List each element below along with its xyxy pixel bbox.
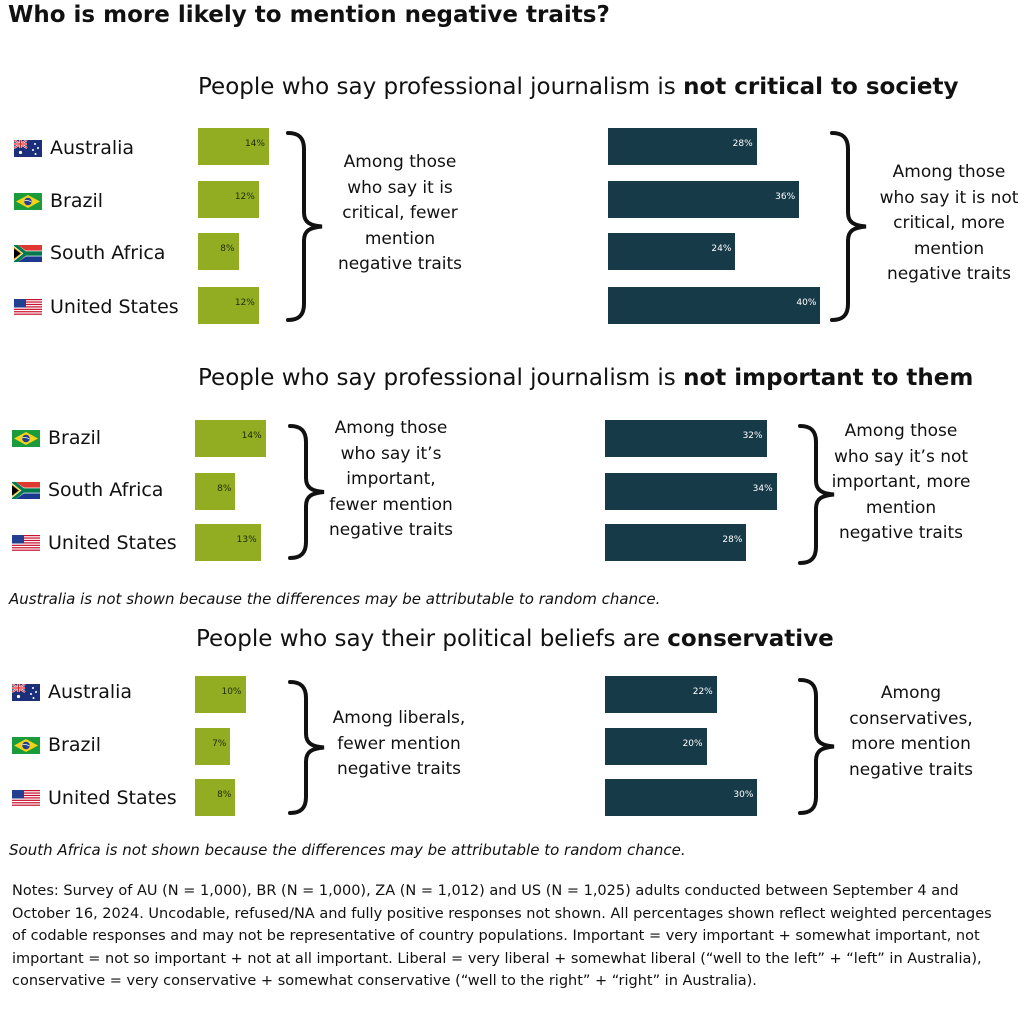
- annotation-fewer: Among liberals, fewer mention negative t…: [332, 708, 466, 779]
- section-title-text: People who say professional journalism i…: [198, 365, 684, 391]
- bar-value-label: 8%: [220, 244, 235, 254]
- bar-value-label: 24%: [711, 244, 732, 254]
- bar-green: 8%: [195, 779, 236, 816]
- bar-value-label: 10%: [221, 687, 242, 697]
- bar-green: 7%: [195, 728, 231, 765]
- bar-value-label: 14%: [244, 139, 265, 149]
- bar-dark: 28%: [608, 128, 757, 165]
- united-states-flag-icon: [14, 299, 42, 316]
- brazil-flag-icon: [12, 430, 40, 447]
- bar-green: 10%: [195, 676, 246, 713]
- country-label: United States: [14, 296, 179, 318]
- brazil-flag-icon: [12, 737, 40, 754]
- bar-value-label: 20%: [682, 739, 703, 749]
- section-footnote: Australia is not shown because the diffe…: [9, 590, 661, 608]
- bar-dark: 36%: [608, 181, 800, 218]
- bar-dark: 20%: [605, 728, 707, 765]
- brace-left-3: [288, 680, 325, 815]
- section-title-bold: not important to them: [683, 365, 974, 391]
- country-label: Brazil: [12, 427, 101, 449]
- brace-right-1: [830, 131, 867, 322]
- country-name: South Africa: [50, 242, 166, 264]
- bar-value-label: 32%: [742, 431, 763, 441]
- bar-value-label: 14%: [241, 431, 262, 441]
- bar-value-label: 12%: [234, 192, 255, 202]
- bar-value-label: 28%: [732, 139, 753, 149]
- brace-right-3: [798, 678, 835, 815]
- country-label: United States: [12, 532, 177, 554]
- section-title-text: People who say professional journalism i…: [198, 74, 684, 100]
- annotation-fewer: Among those who say it is critical, fewe…: [337, 152, 463, 274]
- bar-dark: 32%: [605, 420, 767, 457]
- country-label: South Africa: [12, 479, 163, 501]
- bar-dark: 24%: [608, 233, 736, 270]
- country-name: United States: [50, 296, 179, 318]
- bar-dark: 28%: [605, 524, 747, 561]
- country-label: Australia: [12, 681, 132, 703]
- bar-value-label: 13%: [236, 535, 257, 545]
- brace-left-1: [286, 131, 323, 322]
- section-title-2: People who say professional journalism i…: [198, 365, 973, 391]
- brace-right-2: [798, 424, 835, 565]
- united-states-flag-icon: [12, 535, 40, 552]
- australia-flag-icon: [12, 684, 40, 701]
- bar-value-label: 34%: [752, 484, 773, 494]
- south-africa-flag-icon: [14, 245, 42, 262]
- section-title-bold: conservative: [667, 626, 834, 652]
- country-label: Brazil: [12, 734, 101, 756]
- section-title-1: People who say professional journalism i…: [198, 74, 958, 100]
- country-name: South Africa: [48, 479, 164, 501]
- country-name: Brazil: [48, 734, 102, 756]
- country-name: Australia: [50, 137, 135, 159]
- country-name: Brazil: [48, 427, 102, 449]
- section-title-text: People who say their political beliefs a…: [196, 626, 668, 652]
- bar-value-label: 8%: [217, 484, 232, 494]
- bar-green: 14%: [198, 128, 269, 165]
- bar-dark: 40%: [608, 287, 821, 324]
- united-states-flag-icon: [12, 790, 40, 807]
- country-label: United States: [12, 787, 177, 809]
- bar-green: 12%: [198, 287, 259, 324]
- section-title-3: People who say their political beliefs a…: [196, 626, 834, 652]
- bar-green: 13%: [195, 524, 261, 561]
- bar-value-label: 22%: [692, 687, 713, 697]
- bar-value-label: 40%: [796, 298, 817, 308]
- notes: Notes: Survey of AU (N = 1,000), BR (N =…: [12, 883, 992, 989]
- bar-value-label: 7%: [212, 739, 227, 749]
- annotation-more: Among conservatives, more mention negati…: [848, 683, 974, 780]
- bar-green: 12%: [198, 181, 259, 218]
- bar-dark: 34%: [605, 473, 777, 510]
- annotation-fewer: Among those who say it’s important, fewe…: [328, 418, 454, 540]
- country-name: Australia: [48, 681, 133, 703]
- country-name: United States: [48, 787, 177, 809]
- country-name: United States: [48, 532, 177, 554]
- section-footnote: South Africa is not shown because the di…: [9, 841, 686, 859]
- bar-green: 8%: [195, 473, 236, 510]
- country-label: Brazil: [14, 190, 103, 212]
- south-africa-flag-icon: [12, 482, 40, 499]
- australia-flag-icon: [14, 140, 42, 157]
- country-name: Brazil: [50, 190, 104, 212]
- bar-value-label: 30%: [733, 790, 754, 800]
- annotation-more: Among those who say it’s not important, …: [831, 421, 971, 543]
- bar-green: 14%: [195, 420, 266, 457]
- bar-dark: 30%: [605, 779, 758, 816]
- bar-value-label: 36%: [775, 192, 796, 202]
- country-label: Australia: [14, 137, 134, 159]
- bar-value-label: 28%: [722, 535, 743, 545]
- bar-value-label: 12%: [234, 298, 255, 308]
- brazil-flag-icon: [14, 193, 42, 210]
- bar-green: 8%: [198, 233, 239, 270]
- main-title: Who is more likely to mention negative t…: [8, 2, 610, 28]
- section-title-bold: not critical to society: [683, 74, 959, 100]
- brace-left-2: [288, 424, 325, 560]
- bar-value-label: 8%: [217, 790, 232, 800]
- bar-dark: 22%: [605, 676, 717, 713]
- country-label: South Africa: [14, 242, 165, 264]
- annotation-more: Among those who say it is not critical, …: [879, 162, 1019, 284]
